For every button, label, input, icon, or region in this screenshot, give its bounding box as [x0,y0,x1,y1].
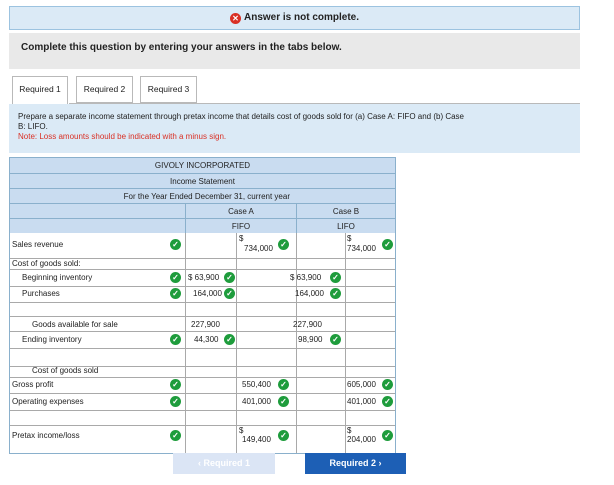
check-icon: ✓ [382,430,393,441]
prev-button[interactable]: ‹ Required 1 [173,453,275,474]
case-b-method: LIFO [296,218,395,233]
check-icon: ✓ [224,334,235,345]
check-icon: ✓ [170,272,181,283]
check-icon: ✓ [382,239,393,250]
row-label-cogs-header: Cost of goods sold: [12,259,81,268]
prompt-box: Complete this question by entering your … [9,33,580,69]
tab-divider [69,103,580,104]
check-icon: ✓ [382,396,393,407]
case-a-method: FIFO [185,218,296,233]
check-icon: ✓ [170,379,181,390]
case-a-sales-prefix: $ [239,234,244,243]
check-icon: ✓ [170,430,181,441]
row-label-ending: Ending inventory [22,335,82,344]
case-a-gross-input[interactable]: 550,400 [242,380,271,389]
instructions-note: Note: Loss amounts should be indicated w… [18,132,227,141]
next-button[interactable]: Required 2 › [305,453,406,474]
check-icon: ✓ [170,396,181,407]
case-b-opex-input[interactable]: 401,000 [347,397,376,406]
check-icon: ✓ [224,288,235,299]
tab-required-1[interactable]: Required 1 [12,76,68,105]
income-statement: GIVOLY INCORPORATED Income Statement For… [9,157,396,454]
case-b-sales-input[interactable]: 734,000 [347,244,376,253]
row-label-purchases: Purchases [22,289,60,298]
check-icon: ✓ [170,239,181,250]
company-name: GIVOLY INCORPORATED [10,158,395,173]
check-icon: ✓ [330,288,341,299]
chevron-right-icon: › [378,458,382,468]
row-label-pretax: Pretax income/loss [12,431,80,440]
check-icon: ✓ [278,396,289,407]
row-label-cogs: Cost of goods sold [32,366,99,375]
check-icon: ✓ [224,272,235,283]
case-a-beginning-input[interactable]: $ 63,900 [188,273,220,282]
tab-label: Required 1 [19,84,61,94]
case-a-pretax-input[interactable]: 149,400 [242,435,271,444]
check-icon: ✓ [278,430,289,441]
case-a-sales-input[interactable]: 734,000 [244,244,273,253]
case-b-gross-input[interactable]: 605,000 [347,380,376,389]
case-a-ending-input[interactable]: 44,300 [194,335,219,344]
statement-title: Income Statement [10,173,395,188]
x-icon: ✕ [229,13,241,24]
instructions-line-2: B: LIFO. [18,122,48,131]
case-b-available-input[interactable]: 227,900 [293,320,322,329]
case-a-purchases-input[interactable]: 164,000 [193,289,222,298]
row-label-sales: Sales revenue [12,240,64,249]
check-icon: ✓ [170,288,181,299]
check-icon: ✓ [170,334,181,345]
case-a-header: Case A [185,203,296,218]
check-icon: ✓ [278,379,289,390]
instructions-line-1: Prepare a separate income statement thro… [18,112,465,121]
statement-period: For the Year Ended December 31, current … [10,188,296,203]
tab-label: Required 2 [83,84,126,94]
case-b-ending-input[interactable]: 98,900 [298,335,323,344]
case-b-header: Case B [296,203,395,218]
tab-label: Required 3 [147,84,190,94]
check-icon: ✓ [382,379,393,390]
case-b-beginning-input[interactable]: $ 63,900 [290,273,322,282]
prompt-text: Complete this question by entering your … [21,42,342,53]
prev-button-label: Required 1 [203,458,251,468]
row-label-opex: Operating expenses [12,397,84,406]
case-b-pretax-input[interactable]: 204,000 [347,435,376,444]
tab-required-2[interactable]: Required 2 [76,76,133,103]
row-label-available: Goods available for sale [32,320,118,329]
case-b-sales-prefix: $ [347,234,352,243]
status-banner: ✕ Answer is not complete. [9,6,580,30]
case-a-pretax-prefix: $ [239,426,244,435]
case-a-available-input[interactable]: 227,900 [191,320,220,329]
banner-text: Answer is not complete. [243,12,360,23]
check-icon: ✓ [330,272,341,283]
check-icon: ✓ [330,334,341,345]
next-button-label: Required 2 [329,458,376,468]
case-a-opex-input[interactable]: 401,000 [242,397,271,406]
tab-required-3[interactable]: Required 3 [140,76,197,103]
chevron-left-icon: ‹ [197,458,201,468]
case-b-pretax-prefix: $ [347,426,352,435]
instructions-panel: Prepare a separate income statement thro… [9,104,580,153]
check-icon: ✓ [278,239,289,250]
case-b-purchases-input[interactable]: 164,000 [295,289,324,298]
row-label-gross: Gross profit [12,380,54,389]
row-label-beginning: Beginning inventory [22,273,93,282]
